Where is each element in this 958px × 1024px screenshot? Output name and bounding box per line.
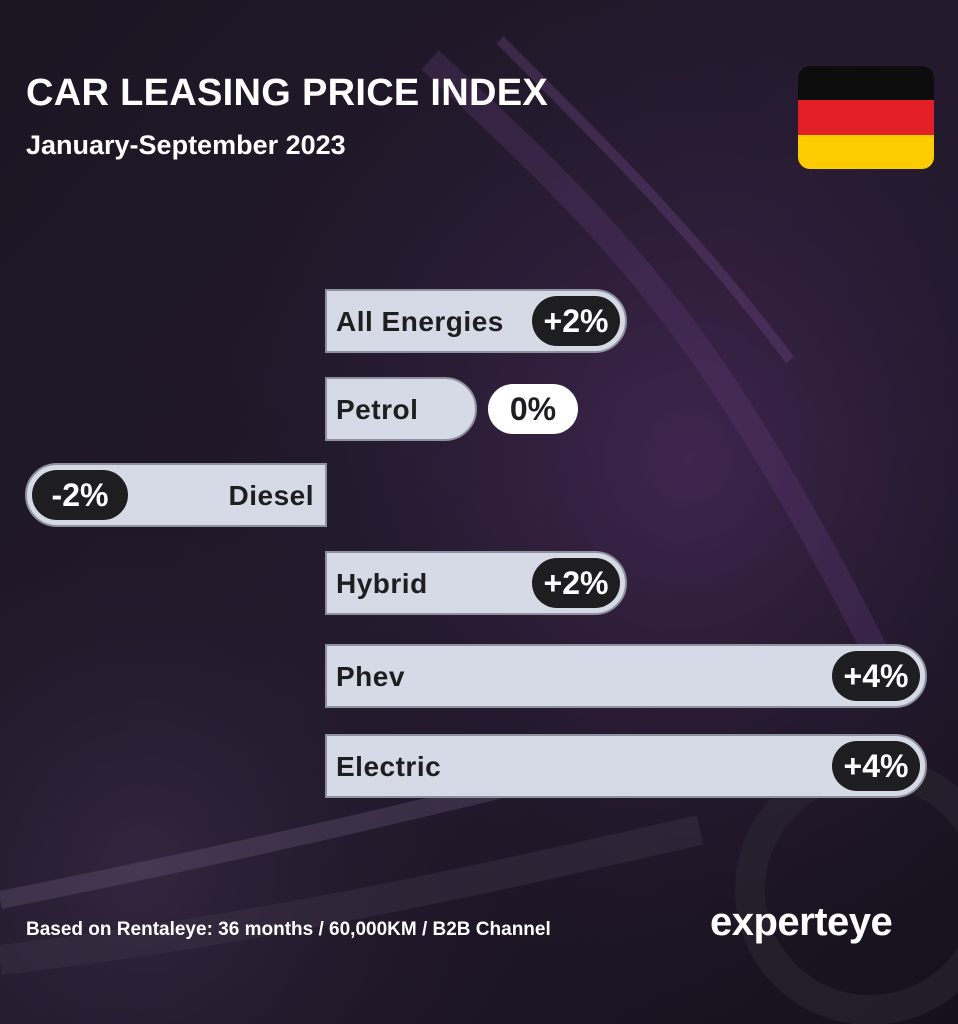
value-pill-phev [832,651,920,701]
bar-phev [325,644,928,708]
bar-electric [325,734,928,798]
value-pill-electric [832,741,920,791]
flag-stripe-red [798,100,934,135]
data-label-hybrid: +2% [544,565,609,601]
category-label-phev: Phev [336,661,405,692]
data-label-petrol: 0% [510,391,556,427]
data-label-phev: +4% [844,658,909,694]
experteye-logo: experteye [710,900,893,944]
flag-stripe-gold [798,134,934,169]
footnote: Based on Rentaleye: 36 months / 60,000KM… [26,919,551,940]
chart-title: CAR LEASING PRICE INDEX [26,72,549,114]
data-label-electric: +4% [844,748,909,784]
category-label-all-energies: All Energies [336,306,504,337]
bar-petrol [325,377,478,441]
value-pill-diesel [32,470,128,520]
data-label-all-energies: +2% [544,303,609,339]
flag-stripe-black [798,66,934,101]
category-label-petrol: Petrol [336,394,418,425]
germany-flag-icon [798,66,934,169]
category-label-electric: Electric [336,751,441,782]
value-pill-hybrid [532,558,620,608]
chart-subtitle: January-September 2023 [26,130,346,160]
value-pill-all-energies [532,296,620,346]
category-label-diesel: Diesel [229,480,315,511]
data-label-diesel: -2% [52,477,109,513]
category-label-hybrid: Hybrid [336,568,428,599]
value-pill-petrol [488,384,578,434]
